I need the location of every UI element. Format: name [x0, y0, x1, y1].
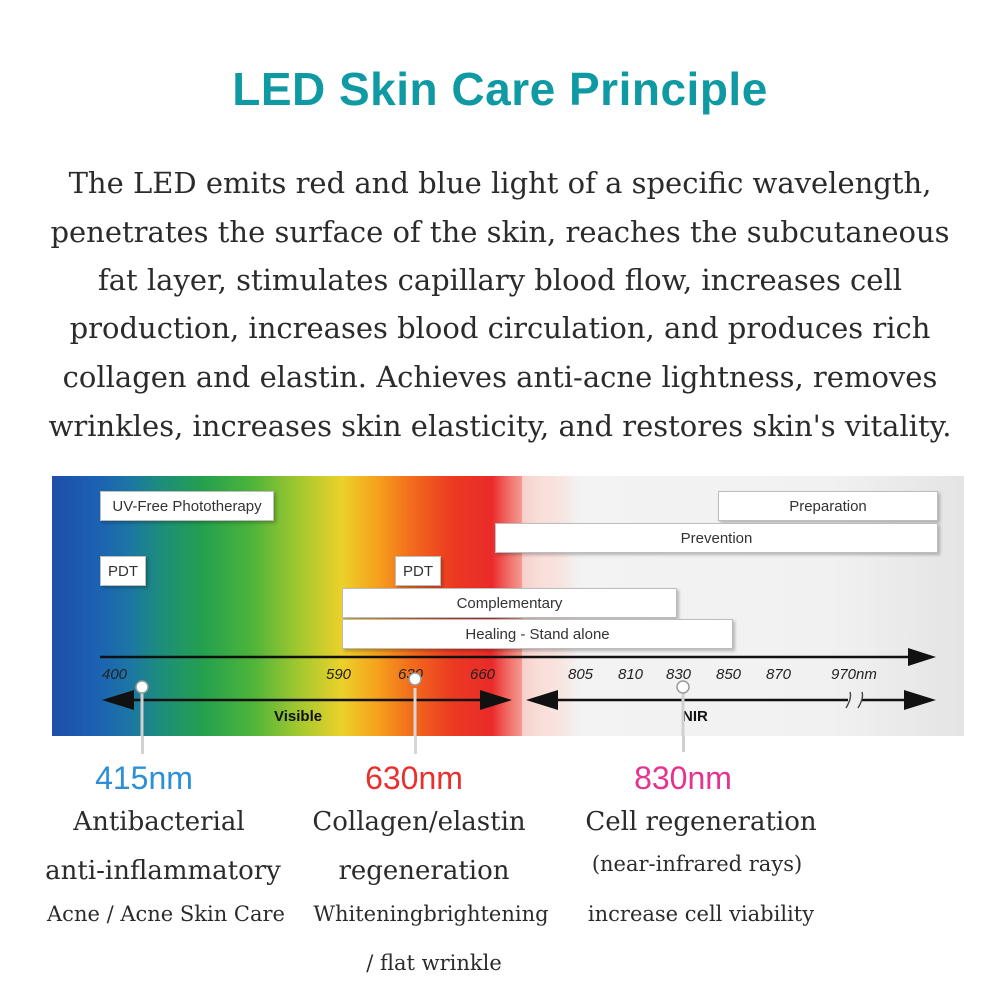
- marker-415-dot: [135, 680, 149, 694]
- spectrum-axes: 400 590 630 660 805 810 830 850 870 970n…: [100, 648, 936, 736]
- intro-line: collagen and elastin. Achieves anti-acne…: [62, 360, 938, 394]
- caption-415-line: anti-inflammatory: [45, 856, 281, 886]
- healing-stand-alone-label: Healing - Stand alone: [342, 619, 733, 649]
- tick-810: 810: [618, 666, 644, 683]
- light-spectrum-diagram: UV-Free Phototherapy PDT PDT Preparation…: [52, 476, 964, 736]
- tick-830: 830: [666, 666, 692, 683]
- marker-630-stem-lower: [414, 736, 417, 754]
- caption-630-line: Collagen/elastin: [312, 807, 526, 837]
- tick-850: 850: [716, 666, 742, 683]
- visible-arrowhead-left-icon: [102, 690, 134, 710]
- marker-415-stem-lower: [141, 736, 144, 754]
- caption-630-line: regeneration: [338, 856, 510, 886]
- visible-arrowhead-right-icon: [480, 690, 512, 710]
- tick-870: 870: [766, 666, 792, 683]
- marker-830-dot: [676, 680, 690, 694]
- visible-band-label: Visible: [274, 708, 322, 725]
- tick-970nm: 970nm: [831, 666, 877, 683]
- caption-630-line: / flat wrinkle: [366, 951, 502, 975]
- marker-630-dot: [408, 672, 422, 686]
- intro-line: production, increases blood circulation,…: [69, 311, 931, 345]
- tick-805: 805: [568, 666, 594, 683]
- tick-660: 660: [470, 666, 496, 683]
- axis-break-gap: [848, 692, 862, 708]
- caption-630-line: Whiteningbrightening: [313, 902, 549, 926]
- nir-arrowhead-left-icon: [526, 690, 558, 710]
- intro-line: penetrates the surface of the skin, reac…: [50, 215, 950, 249]
- prevention-label: Prevention: [495, 523, 938, 553]
- caption-415-line: Acne / Acne Skin Care: [47, 902, 285, 926]
- axis-arrowhead-icon: [908, 648, 936, 666]
- tick-590: 590: [326, 666, 352, 683]
- caption-830-line: (near-infrared rays): [591, 852, 803, 876]
- tick-400: 400: [102, 666, 128, 683]
- caption-830-line: Cell regeneration: [585, 807, 817, 837]
- wavelength-830-heading: 830nm: [634, 760, 732, 796]
- nir-arrowhead-right-icon: [904, 690, 936, 710]
- complementary-label: Complementary: [342, 588, 677, 618]
- pdt-label-left: PDT: [100, 556, 146, 586]
- pdt-label-right: PDT: [395, 556, 441, 586]
- intro-line: fat layer, stimulates capillary blood fl…: [97, 263, 903, 297]
- marker-830-stem-lower: [682, 736, 685, 752]
- intro-line: wrinkles, increases skin elasticity, and…: [48, 409, 952, 443]
- axis-break-icon: [845, 691, 864, 709]
- page-title: LED Skin Care Principle: [232, 63, 768, 115]
- wavelength-415-heading: 415nm: [95, 760, 193, 796]
- caption-415-line: Antibacterial: [73, 807, 245, 837]
- caption-830-line: increase cell viability: [587, 902, 815, 926]
- intro-line: The LED emits red and blue light of a sp…: [68, 166, 932, 200]
- nir-band-label: NIR: [682, 708, 708, 725]
- uv-free-phototherapy-label: UV-Free Phototherapy: [100, 491, 274, 521]
- preparation-label: Preparation: [718, 491, 938, 521]
- wavelength-630-heading: 630nm: [365, 760, 463, 796]
